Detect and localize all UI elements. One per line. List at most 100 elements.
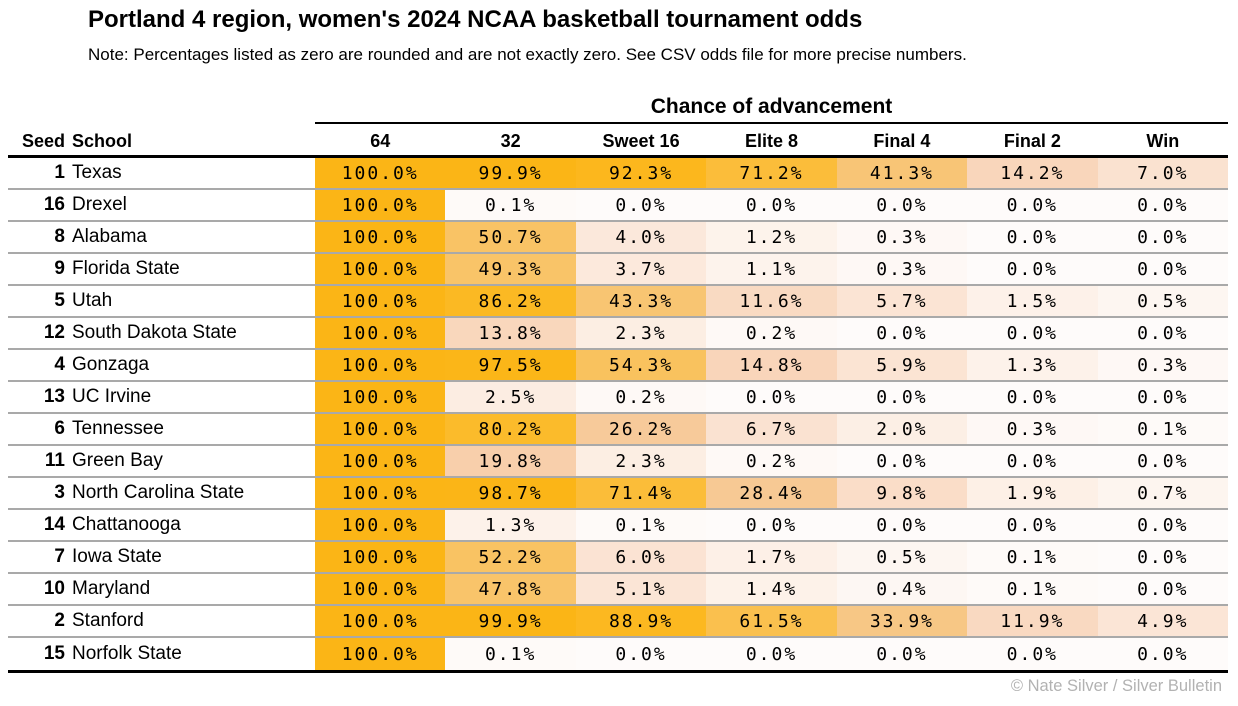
odds-cell: 6.7% (706, 414, 837, 444)
table-body: 1 Texas 100.0% 99.9% 92.3% 71.2% 41.3% 14.2% 7.0… (8, 158, 1228, 673)
odds-cell: 0.0% (1097, 382, 1228, 412)
round-header-64: 64 (370, 130, 391, 151)
odds-cell: 100.0% (315, 414, 446, 444)
odds-cell: 0.0% (836, 638, 968, 670)
seed-cell: 3 (54, 482, 65, 503)
odds-cell: 5.1% (575, 574, 707, 604)
seed-cell: 4 (54, 354, 65, 375)
odds-cell: 0.5% (836, 542, 968, 572)
odds-cell: 1.3% (445, 510, 576, 540)
seed-cell: 9 (54, 258, 65, 279)
seed-cell: 10 (43, 578, 65, 599)
odds-cell: 0.0% (1097, 254, 1228, 284)
odds-cell: 1.4% (706, 574, 837, 604)
school-cell: Texas (72, 162, 122, 183)
odds-cell: 100.0% (315, 286, 446, 316)
school-cell: North Carolina State (72, 482, 245, 503)
school-cell: Stanford (72, 610, 144, 631)
odds-cell: 0.0% (967, 190, 1098, 220)
table-row: 5 Utah 100.0% 86.2% 43.3% 11.6% 5.7% 1.5% 0.5% (8, 286, 1228, 318)
odds-cell: 2.5% (445, 382, 576, 412)
odds-cell: 0.1% (967, 574, 1098, 604)
odds-cell: 47.8% (445, 574, 576, 604)
odds-cell: 99.9% (445, 158, 576, 188)
odds-cell: 0.0% (1097, 318, 1228, 348)
school-cell: Green Bay (72, 450, 163, 471)
odds-cell: 0.3% (967, 414, 1098, 444)
school-cell: South Dakota State (72, 322, 237, 343)
table-row: 9 Florida State 100.0% 49.3% 3.7% 1.1% 0.3% 0.0… (8, 254, 1228, 286)
odds-cell: 0.0% (1097, 446, 1228, 476)
odds-cell: 92.3% (575, 158, 707, 188)
odds-cell: 49.3% (445, 254, 576, 284)
note-text: Note: Percentages listed as zero are rou… (88, 45, 967, 64)
table-row: 2 Stanford 100.0% 99.9% 88.9% 61.5% 33.9% 11.9%… (8, 606, 1228, 638)
table-row: 6 Tennessee 100.0% 80.2% 26.2% 6.7% 2.0% 0.3% 0.… (8, 414, 1228, 446)
round-header-final2: Final 2 (1003, 130, 1061, 151)
seed-cell: 5 (54, 290, 65, 311)
odds-cell: 54.3% (575, 350, 707, 380)
odds-cell: 1.3% (967, 350, 1098, 380)
odds-cell: 0.0% (575, 190, 707, 220)
odds-cell: 0.1% (445, 190, 576, 220)
odds-cell: 0.0% (1097, 190, 1228, 220)
odds-cell: 86.2% (445, 286, 576, 316)
odds-cell: 1.5% (967, 286, 1098, 316)
odds-cell: 100.0% (315, 542, 446, 572)
odds-cell: 98.7% (445, 478, 576, 508)
page-title: Portland 4 region, women's 2024 NCAA bas… (88, 6, 863, 33)
odds-cell: 2.0% (836, 414, 968, 444)
odds-cell: 0.0% (967, 222, 1098, 252)
school-cell: Florida State (72, 258, 180, 279)
odds-cell: 0.0% (836, 190, 968, 220)
odds-cell: 5.7% (836, 286, 968, 316)
odds-cell: 99.9% (445, 606, 576, 636)
odds-cell: 100.0% (315, 510, 446, 540)
odds-cell: 28.4% (706, 478, 837, 508)
odds-cell: 71.4% (575, 478, 707, 508)
column-header-row: Seed School 64 32 Sweet 16 Elite 8 Final… (8, 127, 1228, 158)
school-cell: Gonzaga (72, 354, 150, 375)
odds-cell: 0.0% (967, 510, 1098, 540)
odds-cell: 0.4% (836, 574, 968, 604)
odds-cell: 0.2% (575, 382, 707, 412)
odds-cell: 100.0% (315, 254, 446, 284)
odds-cell: 0.0% (706, 638, 837, 670)
odds-cell: 100.0% (315, 382, 446, 412)
odds-cell: 0.3% (836, 254, 968, 284)
odds-cell: 3.7% (575, 254, 707, 284)
table-row: 11 Green Bay 100.0% 19.8% 2.3% 0.2% 0.0% 0.0% 0.… (8, 446, 1228, 478)
odds-cell: 0.7% (1097, 478, 1228, 508)
odds-cell: 1.7% (706, 542, 837, 572)
seed-cell: 7 (54, 546, 65, 567)
odds-cell: 0.0% (967, 318, 1098, 348)
round-header-32: 32 (500, 130, 521, 151)
odds-cell: 0.0% (967, 254, 1098, 284)
table-row: 16 Drexel 100.0% 0.1% 0.0% 0.0% 0.0% 0.0% 0.0% (8, 190, 1228, 222)
school-cell: UC Irvine (72, 386, 152, 407)
odds-cell: 13.8% (445, 318, 576, 348)
school-cell: Utah (72, 290, 113, 311)
round-header-elite8: Elite 8 (744, 130, 798, 151)
odds-cell: 14.8% (706, 350, 837, 380)
odds-cell: 1.1% (706, 254, 837, 284)
odds-cell: 5.9% (836, 350, 968, 380)
odds-cell: 19.8% (445, 446, 576, 476)
seed-cell: 13 (43, 386, 65, 407)
table-row: 14 Chattanooga 100.0% 1.3% 0.1% 0.0% 0.0% 0.0% 0… (8, 510, 1228, 542)
odds-cell: 1.2% (706, 222, 837, 252)
seed-column-header: Seed (21, 130, 65, 151)
odds-cell: 0.0% (1097, 510, 1228, 540)
round-header-final4: Final 4 (873, 130, 931, 151)
table-row: 13 UC Irvine 100.0% 2.5% 0.2% 0.0% 0.0% 0.0% 0.0… (8, 382, 1228, 414)
odds-cell: 1.9% (967, 478, 1098, 508)
odds-cell: 4.0% (575, 222, 707, 252)
odds-cell: 0.0% (836, 382, 968, 412)
odds-cell: 2.3% (575, 318, 707, 348)
odds-cell: 2.3% (575, 446, 707, 476)
group-header-chance-of-advancement: Chance of advancement (315, 92, 1228, 124)
odds-cell: 100.0% (315, 158, 446, 188)
seed-cell: 6 (54, 418, 65, 439)
odds-cell: 0.0% (836, 510, 968, 540)
odds-cell: 100.0% (315, 478, 446, 508)
